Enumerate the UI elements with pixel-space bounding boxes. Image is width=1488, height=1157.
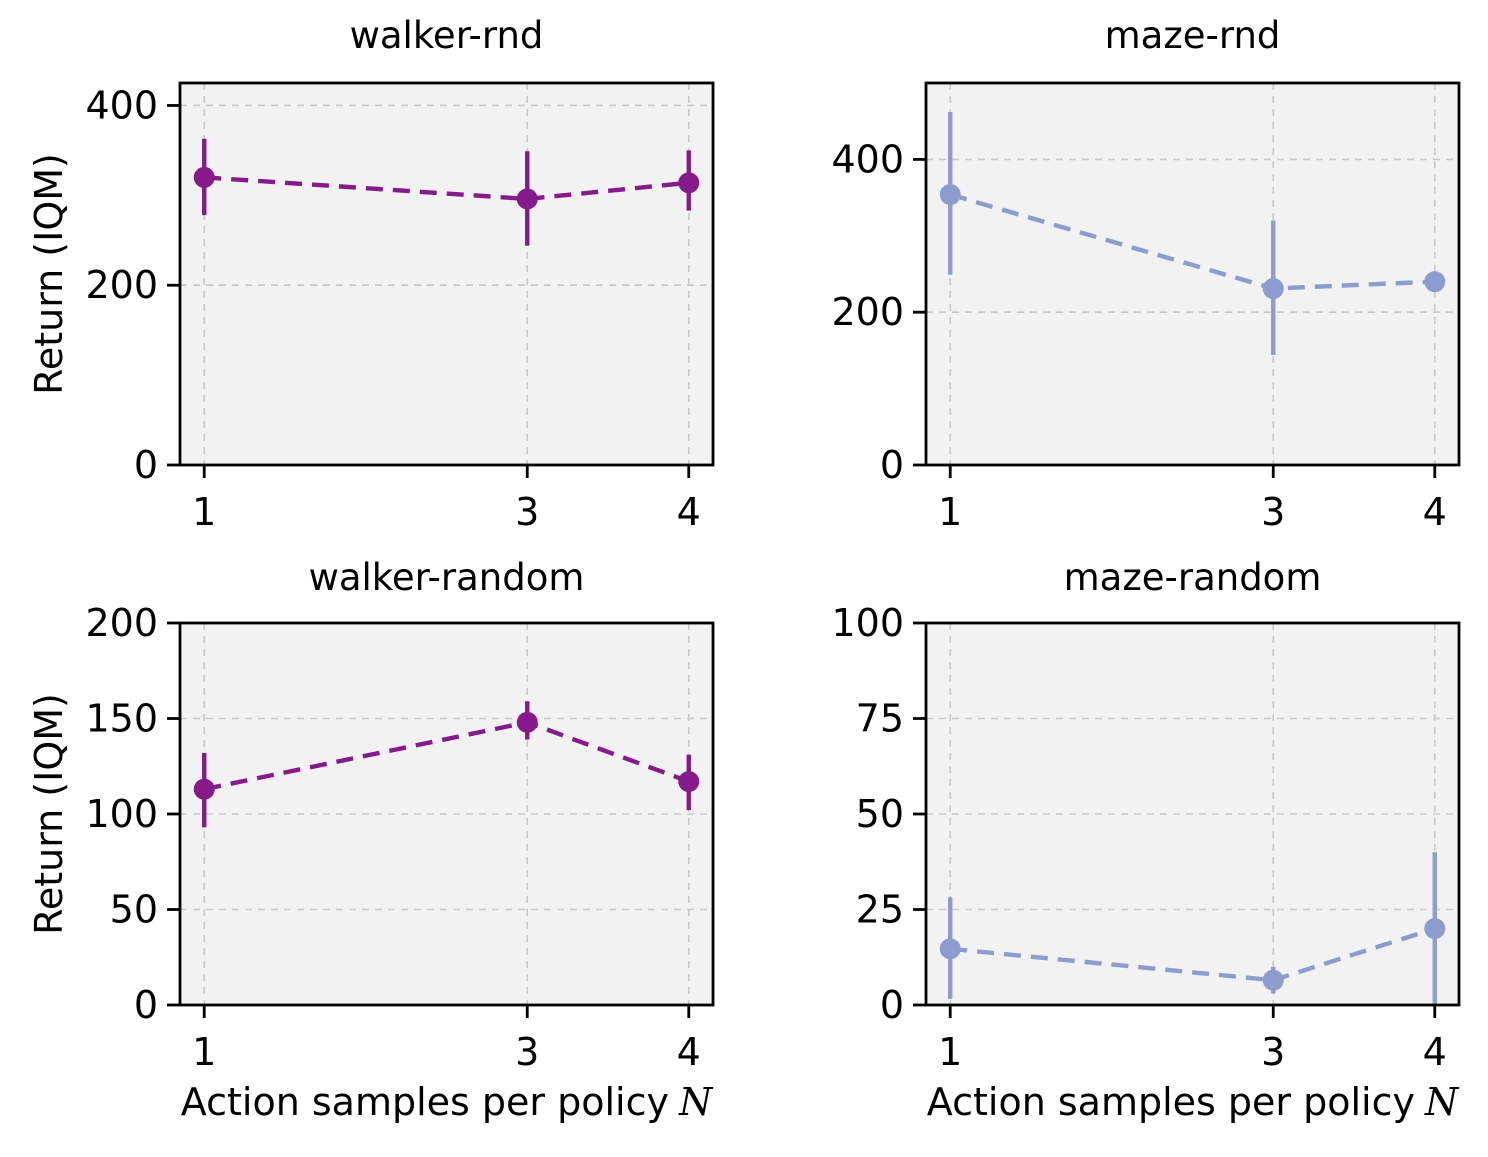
y-tick-label: 200: [85, 263, 158, 307]
tick-labels: 1 3 4 0 200 400: [831, 137, 1446, 534]
data-markers: [939, 918, 1446, 991]
data-markers: [939, 184, 1446, 300]
y-axis-label-top: Return (IQM): [27, 153, 71, 395]
y-tick-label: 25: [856, 888, 904, 932]
x-tick-label: 3: [515, 490, 539, 534]
data-markers: [193, 711, 700, 800]
x-axis-label-mathvar: N: [678, 1080, 713, 1124]
y-tick-label: 400: [85, 83, 158, 127]
x-tick-label: 1: [192, 490, 216, 534]
axes-spines: [178, 81, 715, 467]
y-axis-label-bottom: Return (IQM): [27, 693, 71, 935]
y-tick-label: 0: [880, 443, 904, 487]
x-tick-label: 3: [1261, 490, 1285, 534]
x-axis-label-mathvar: N: [1424, 1080, 1459, 1124]
y-tick-label: 0: [134, 983, 158, 1027]
axes-spines: [924, 81, 1461, 467]
y-tick-label: 200: [85, 601, 158, 645]
data-markers: [193, 166, 700, 210]
x-tick-label: 1: [192, 1030, 216, 1074]
x-tick-label: 4: [677, 1030, 701, 1074]
tick-labels: 1 3 4 0 50 100 150 200: [85, 601, 700, 1074]
tick-marks: [913, 621, 1437, 1018]
x-tick-label: 1: [938, 490, 962, 534]
y-tick-label: 150: [85, 697, 158, 741]
x-axis-label-right: Action samples per policy N: [926, 1080, 1459, 1124]
x-tick-label: 1: [938, 1030, 962, 1074]
x-tick-label: 3: [515, 1030, 539, 1074]
y-tick-label: 50: [856, 792, 904, 836]
tick-marks: [913, 157, 1437, 478]
subplot-walker-rnd: 1 3 4 0 200 400: [85, 81, 715, 534]
x-tick-label: 3: [1261, 1030, 1285, 1074]
x-tick-label: 4: [677, 490, 701, 534]
subplot-title-maze-rnd: maze-rnd: [1104, 14, 1281, 57]
y-tick-label: 75: [856, 697, 904, 741]
y-tick-label: 50: [110, 888, 158, 932]
subplot-title-maze-random: maze-random: [1063, 556, 1322, 599]
y-tick-label: 100: [831, 601, 904, 645]
subplot-title-walker-rnd: walker-rnd: [349, 14, 544, 57]
x-tick-label: 4: [1423, 1030, 1447, 1074]
subplot-maze-random: 1 3 4 0 25 50 75 100: [831, 601, 1461, 1074]
axes-face: [926, 83, 1459, 465]
axes-face: [180, 83, 713, 465]
x-axis-label-text: Action samples per policy: [180, 1080, 669, 1124]
tick-marks: [167, 621, 691, 1018]
tick-labels: 1 3 4 0 200 400: [85, 83, 700, 534]
y-tick-label: 400: [831, 137, 904, 181]
x-tick-label: 4: [1423, 490, 1447, 534]
tick-labels: 1 3 4 0 25 50 75 100: [831, 601, 1446, 1074]
subplot-maze-rnd: 1 3 4 0 200 400: [831, 81, 1461, 534]
y-tick-label: 0: [134, 443, 158, 487]
subplot-title-walker-random: walker-random: [308, 556, 585, 599]
y-tick-label: 200: [831, 290, 904, 334]
y-tick-label: 0: [880, 983, 904, 1027]
subplot-walker-random: 1 3 4 0 50 100 150 200: [85, 601, 715, 1074]
y-tick-label: 100: [85, 792, 158, 836]
x-axis-label-left: Action samples per policy N: [180, 1080, 713, 1124]
tick-marks: [167, 104, 691, 478]
x-axis-label-text: Action samples per policy: [926, 1080, 1415, 1124]
